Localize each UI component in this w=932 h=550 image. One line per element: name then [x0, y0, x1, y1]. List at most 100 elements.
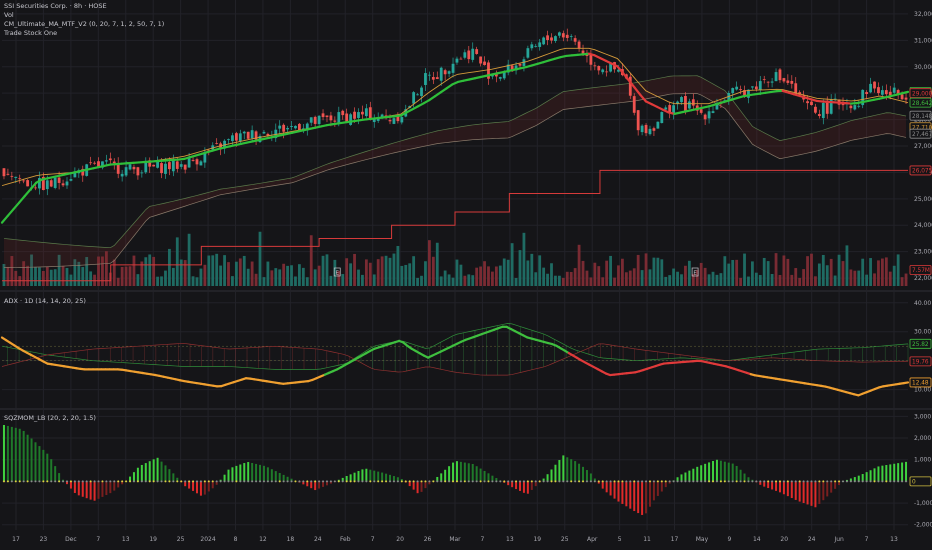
- momentum-bar: [140, 464, 143, 482]
- volume-bar: [703, 267, 707, 286]
- volume-bar: [463, 275, 467, 286]
- momentum-bar: [881, 465, 884, 482]
- volume-bar: [337, 271, 341, 286]
- candle-body: [250, 130, 254, 139]
- squeeze-dot: [266, 480, 269, 483]
- candle-body: [691, 99, 695, 106]
- volume-bar: [817, 263, 821, 286]
- volume-bar: [900, 277, 904, 286]
- squeeze-momentum-pane[interactable]: [2, 425, 908, 515]
- candle-body: [656, 121, 660, 129]
- candle-body: [609, 62, 612, 72]
- main-title[interactable]: SSI Securities Corp. · 8h · HOSE: [4, 2, 107, 10]
- squeeze-dot: [121, 480, 124, 483]
- candle-body: [877, 87, 880, 94]
- volume-bar: [439, 276, 443, 286]
- event-marker: [691, 267, 699, 277]
- volume-bar: [550, 263, 553, 286]
- momentum-bar: [65, 481, 68, 485]
- volume-bar: [857, 270, 861, 286]
- squeeze-dot: [467, 480, 470, 483]
- sqz-tick-label: 1,000: [914, 457, 931, 464]
- sqz-tick-label: -1,000: [914, 500, 932, 507]
- adx-value-label-tag: [909, 377, 932, 388]
- indicator-trade[interactable]: Trade Stock One: [4, 29, 58, 37]
- volume-bar: [341, 274, 345, 286]
- momentum-bar: [554, 464, 557, 482]
- volume-bar: [396, 245, 400, 286]
- momentum-bar: [136, 467, 139, 482]
- candle-body: [89, 162, 93, 164]
- ma20-line-segment: [639, 93, 647, 103]
- candle-body: [735, 86, 739, 90]
- candle-body: [140, 172, 144, 174]
- squeeze-dot: [822, 480, 825, 483]
- x-tick-label: 12: [259, 536, 267, 543]
- volume-bar: [175, 237, 179, 286]
- squeeze-dot: [845, 480, 848, 483]
- squeeze-dot: [50, 480, 53, 483]
- candle-body: [530, 44, 534, 49]
- adx-value-label: 25.82: [912, 342, 929, 348]
- candle-body: [69, 179, 73, 181]
- squeeze-dot: [389, 480, 392, 483]
- squeeze-dot: [329, 480, 332, 483]
- momentum-bar: [452, 462, 455, 482]
- indicator-ma[interactable]: CM_Ultimate_MA_MTF_V2 (0, 20, 7, 1, 2, 5…: [4, 20, 165, 28]
- candle-body: [660, 112, 664, 124]
- volume-bar: [644, 253, 648, 286]
- volume-bar: [518, 250, 522, 286]
- momentum-bar: [471, 463, 474, 482]
- squeeze-dot: [645, 480, 648, 483]
- price-label: 28,148: [912, 114, 932, 120]
- x-tick-label: 7: [96, 536, 100, 543]
- volume-bar: [561, 277, 565, 286]
- momentum-bar: [861, 474, 864, 482]
- squeeze-dot: [243, 480, 246, 483]
- candle-body: [120, 173, 124, 177]
- candle-body: [388, 120, 392, 122]
- squeeze-dot: [487, 480, 490, 483]
- candle-body: [546, 35, 549, 41]
- momentum-bar: [369, 469, 372, 482]
- candle-body: [573, 38, 577, 42]
- squeeze-dot: [341, 480, 344, 483]
- momentum-bar: [58, 473, 61, 482]
- momentum-bar: [38, 446, 41, 482]
- indicator-vol[interactable]: Vol: [4, 11, 14, 19]
- candle-body: [715, 104, 719, 110]
- adx-title[interactable]: ADX · 1D (14, 14, 20, 25): [4, 297, 86, 305]
- x-tick-label: 7: [865, 536, 869, 543]
- volume-bar: [845, 245, 849, 286]
- momentum-bar: [708, 462, 711, 482]
- price-tick-label: 30,000: [914, 64, 932, 71]
- candle-body: [305, 123, 309, 131]
- volume-bar: [10, 256, 14, 286]
- momentum-bar: [605, 481, 608, 493]
- x-tick-label: 19: [533, 536, 541, 543]
- volume-bar: [731, 259, 735, 286]
- squeeze-dot: [834, 480, 837, 483]
- candle-body: [672, 105, 676, 114]
- sqz-title[interactable]: SQZMOM_LB (20, 2, 20, 1.5): [4, 414, 96, 422]
- momentum-bar: [329, 481, 332, 484]
- candle-body: [518, 63, 522, 66]
- sqz-tick-label: 2,000: [914, 435, 931, 442]
- volume-bar: [707, 274, 711, 286]
- volume-bar: [648, 269, 652, 286]
- volume-bar: [849, 269, 853, 286]
- volume-bar: [152, 256, 156, 286]
- volume-bar: [774, 253, 778, 286]
- candle-body: [187, 158, 191, 168]
- momentum-bar: [306, 481, 309, 487]
- adx-pane[interactable]: [0, 323, 910, 397]
- squeeze-dot: [708, 480, 711, 483]
- squeeze-dot: [672, 480, 675, 483]
- squeeze-dot: [270, 480, 273, 483]
- squeeze-dot: [680, 480, 683, 483]
- x-tick-label: 23: [40, 536, 48, 543]
- momentum-bar: [2, 425, 5, 482]
- candle-body: [896, 90, 900, 94]
